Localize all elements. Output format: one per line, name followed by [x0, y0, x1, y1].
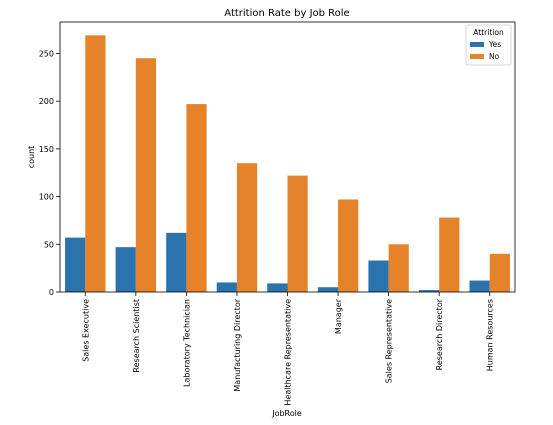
- bar-no-1: [85, 35, 106, 292]
- x-axis-label: JobRole: [271, 409, 302, 418]
- bar-no-7: [388, 244, 409, 292]
- bar-no-4: [236, 163, 258, 292]
- legend-label-yes: Yes: [488, 40, 501, 49]
- bar-no-3: [186, 104, 207, 292]
- legend-swatch-yes: [470, 42, 484, 47]
- bar-yes-4: [216, 282, 237, 292]
- x-tick-label: Manufacturing Director: [233, 298, 242, 391]
- bar-yes-9: [469, 280, 490, 292]
- bar-no-9: [489, 253, 510, 292]
- x-tick-label: Sales Representative: [385, 299, 394, 383]
- y-tick-label: 0: [49, 288, 54, 297]
- y-tick-label: 200: [39, 97, 54, 106]
- bar-yes-8: [418, 290, 440, 292]
- chart-title: Attrition Rate by Job Role: [224, 8, 349, 19]
- bar-yes-6: [317, 287, 339, 292]
- legend-title: Attrition: [473, 28, 504, 37]
- x-tick-label: Healthcare Representative: [284, 299, 293, 406]
- bar-yes-5: [267, 283, 288, 292]
- y-axis-label: count: [27, 146, 36, 169]
- bar-yes-3: [166, 232, 187, 292]
- legend-label-no: No: [489, 52, 500, 61]
- x-tick-label: Manager: [334, 298, 343, 334]
- plot-area: Sales Executive Research Scientist Laborat…: [39, 21, 516, 406]
- axes-frame: [59, 21, 516, 293]
- x-tick-label: Research Scientist: [132, 299, 141, 373]
- y-tick-label: 250: [39, 49, 54, 58]
- x-tick-label: Sales Executive: [81, 299, 90, 362]
- x-tick-label: Research Director: [435, 298, 444, 370]
- bar-yes-7: [368, 260, 389, 292]
- legend: Attrition Yes No: [465, 24, 512, 66]
- bar-yes-2: [115, 247, 136, 292]
- bar-no-5: [287, 175, 308, 292]
- bar-no-8: [439, 217, 460, 292]
- bar-yes-1: [65, 237, 86, 292]
- y-tick-label: 100: [39, 193, 54, 202]
- bar-no-6: [338, 199, 359, 292]
- x-tick-label: Laboratory Technician: [182, 299, 191, 387]
- x-tick-label: Human Resources: [486, 299, 495, 371]
- legend-swatch-no: [470, 54, 484, 59]
- y-tick-label: 50: [44, 240, 54, 249]
- y-tick-label: 150: [39, 145, 54, 154]
- bar-no-2: [135, 58, 157, 292]
